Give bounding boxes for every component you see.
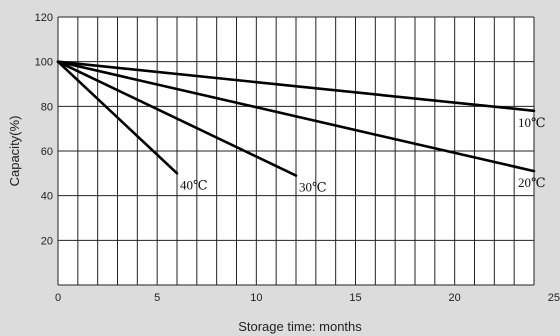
- x-axis-ticks: 0 5 10 15 20 25: [55, 292, 560, 304]
- series-label: 30℃: [299, 180, 327, 195]
- grid: [57, 16, 535, 286]
- series-label: 20℃: [518, 175, 546, 190]
- x-axis-label: Storage time: months: [238, 319, 362, 334]
- series-label: 10℃: [518, 115, 546, 130]
- series-line: [56, 60, 179, 175]
- y-tick-label: 120: [35, 12, 53, 24]
- x-tick-label: 20: [449, 292, 461, 304]
- x-tick-label: 15: [349, 292, 361, 304]
- x-tick-label: 5: [154, 292, 160, 304]
- y-axis-label: Capacity(%): [7, 116, 22, 187]
- series-line: [56, 60, 536, 173]
- y-axis-ticks: 20 40 60 80 100 120: [35, 12, 53, 247]
- y-tick-label: 20: [41, 235, 53, 247]
- x-tick-label: 25: [548, 292, 560, 304]
- y-tick-label: 100: [35, 57, 53, 69]
- series-line: [56, 60, 536, 113]
- series-label: 40℃: [180, 177, 208, 192]
- x-tick-label: 0: [55, 292, 61, 304]
- x-tick-label: 10: [250, 292, 262, 304]
- series-labels: 10℃ 20℃ 30℃ 40℃: [180, 115, 546, 195]
- y-tick-label: 60: [41, 146, 53, 158]
- series-lines: [56, 60, 536, 177]
- series-line: [56, 60, 298, 177]
- y-tick-label: 40: [41, 191, 53, 203]
- y-tick-label: 80: [41, 101, 53, 113]
